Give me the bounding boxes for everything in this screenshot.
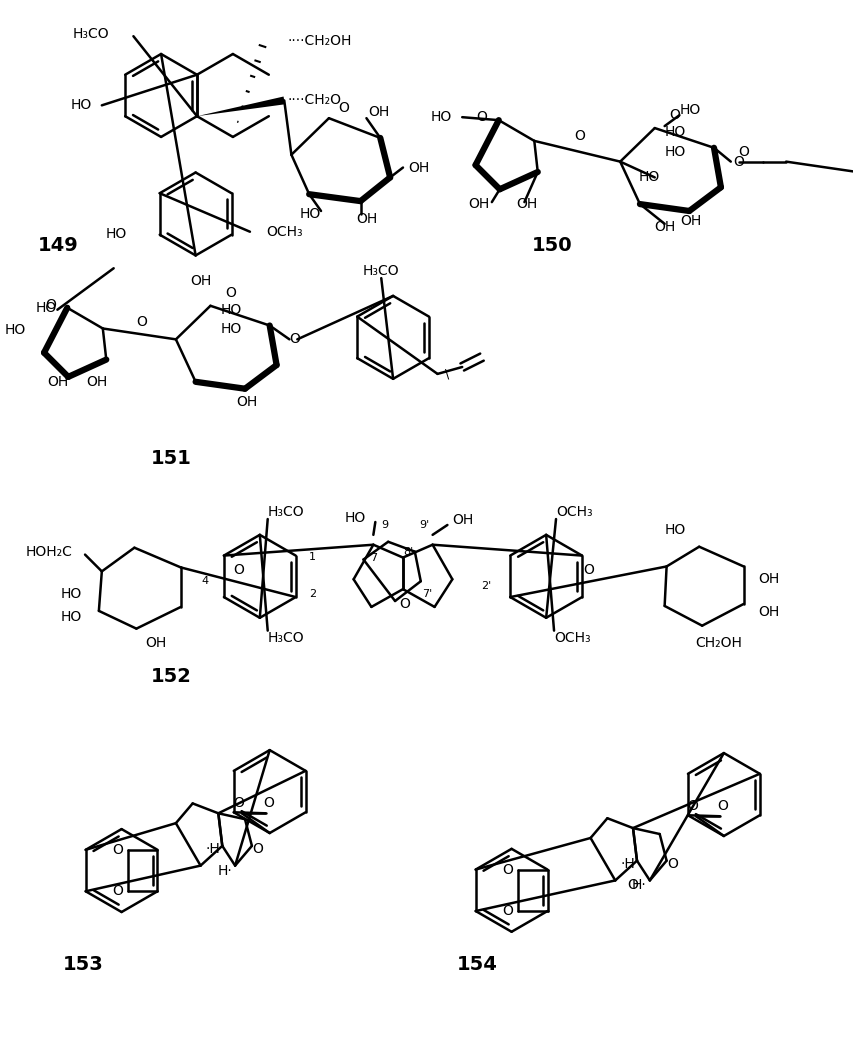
Text: OCH₃: OCH₃: [267, 225, 303, 238]
Text: OH: OH: [86, 374, 108, 389]
Text: HO: HO: [4, 323, 26, 338]
Text: HO: HO: [664, 126, 686, 139]
Polygon shape: [197, 96, 285, 116]
Text: OH: OH: [236, 394, 258, 409]
Text: O: O: [583, 563, 594, 577]
Text: OH: OH: [654, 220, 675, 234]
Text: 150: 150: [532, 236, 572, 255]
Text: O: O: [136, 315, 146, 329]
Text: OH: OH: [758, 572, 780, 586]
Text: HO: HO: [71, 98, 92, 112]
Text: 9': 9': [419, 520, 430, 530]
Text: 4: 4: [201, 576, 209, 586]
Text: O: O: [738, 144, 749, 159]
Text: OH: OH: [516, 197, 537, 211]
Text: O: O: [574, 130, 585, 143]
Text: OH: OH: [452, 513, 473, 527]
Text: HO: HO: [220, 302, 241, 317]
Text: O: O: [112, 843, 123, 857]
Text: 1: 1: [309, 551, 316, 562]
Text: HOH₂C: HOH₂C: [26, 545, 72, 559]
Text: O: O: [45, 298, 56, 312]
Text: ····CH₂O: ····CH₂O: [288, 93, 342, 108]
Text: OCH₃: OCH₃: [554, 631, 591, 644]
Text: HO: HO: [105, 227, 127, 241]
Text: O: O: [687, 799, 698, 814]
Text: OH: OH: [146, 636, 167, 651]
Text: 7': 7': [423, 589, 433, 599]
Text: 7: 7: [370, 552, 377, 563]
Text: 2: 2: [309, 589, 317, 599]
Text: OH: OH: [681, 213, 702, 228]
Text: H₃CO: H₃CO: [73, 27, 110, 41]
Text: 2': 2': [482, 582, 492, 591]
Text: O: O: [253, 842, 264, 856]
Text: HO: HO: [61, 587, 82, 601]
Text: HO: HO: [431, 110, 452, 124]
Text: O: O: [669, 108, 680, 122]
Text: HO: HO: [344, 511, 366, 525]
Text: HO: HO: [61, 610, 82, 623]
Text: 149: 149: [38, 236, 79, 255]
Text: O: O: [502, 863, 514, 877]
Text: O: O: [717, 799, 728, 814]
Text: HO: HO: [220, 322, 241, 337]
Text: OH: OH: [47, 374, 68, 389]
Text: O: O: [400, 597, 410, 611]
Text: OH: OH: [468, 197, 490, 211]
Text: HO: HO: [639, 170, 660, 184]
Text: O: O: [502, 904, 514, 918]
Text: ·H: ·H: [205, 842, 220, 856]
Text: O: O: [289, 333, 300, 346]
Text: O: O: [667, 857, 678, 870]
Text: H₃CO: H₃CO: [363, 265, 400, 278]
Text: \: \: [445, 367, 449, 381]
Text: H·: H·: [217, 864, 232, 878]
Text: O: O: [627, 879, 639, 892]
Text: OH: OH: [758, 605, 780, 619]
Text: OH: OH: [190, 274, 211, 288]
Text: 151: 151: [152, 450, 192, 469]
Text: H₃CO: H₃CO: [268, 631, 305, 644]
Text: H·: H·: [632, 879, 647, 892]
Text: OH: OH: [368, 106, 389, 119]
Text: HO: HO: [665, 523, 687, 537]
Text: 8': 8': [403, 547, 413, 556]
Text: O: O: [225, 286, 235, 300]
Text: ····CH₂OH: ····CH₂OH: [288, 35, 352, 48]
Text: HO: HO: [664, 144, 686, 159]
Text: 154: 154: [457, 955, 498, 974]
Text: O: O: [338, 101, 349, 115]
Text: CH₂OH: CH₂OH: [696, 636, 742, 651]
Text: ·H: ·H: [621, 857, 635, 870]
Text: HO: HO: [680, 104, 701, 117]
Text: H₃CO: H₃CO: [268, 505, 305, 519]
Text: O: O: [263, 796, 274, 811]
Text: 9: 9: [382, 520, 389, 530]
Text: HO: HO: [36, 301, 57, 315]
Text: 152: 152: [152, 666, 192, 685]
Text: HO: HO: [300, 207, 321, 221]
Text: OH: OH: [408, 160, 429, 175]
Text: O: O: [233, 564, 244, 577]
Text: O: O: [734, 155, 745, 168]
Text: O: O: [477, 110, 487, 124]
Text: 153: 153: [62, 955, 103, 974]
Text: O: O: [234, 796, 244, 811]
Text: O: O: [112, 884, 123, 899]
Text: OCH₃: OCH₃: [556, 505, 592, 519]
Text: OH: OH: [356, 212, 377, 226]
